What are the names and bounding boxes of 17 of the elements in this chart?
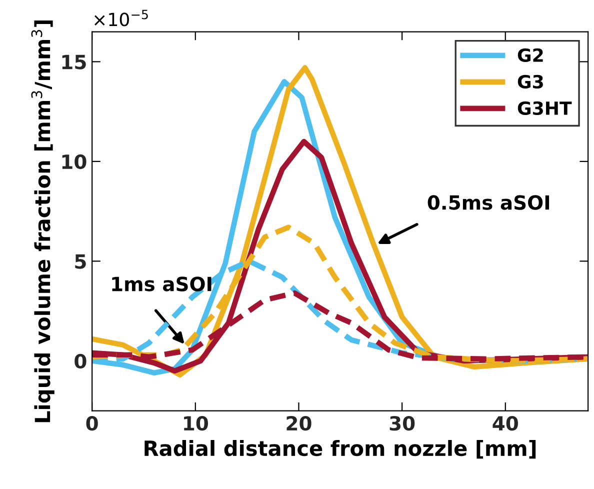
y-tick-label: 5 <box>75 254 86 269</box>
x-tick-label: 10 <box>184 416 208 431</box>
x-axis-title: Radial distance from nozzle [mm] <box>144 440 536 459</box>
y-axis-title: Liquid volume fraction [mm$^{3}$/mm$^{3}$] <box>31 20 54 422</box>
x-tick-label: 40 <box>492 416 518 431</box>
x-tick-label: 30 <box>390 416 415 431</box>
y-tick-label: 10 <box>62 154 86 170</box>
text: ×10$^{−5}$ <box>94 10 148 26</box>
legend-label: G2 <box>518 48 543 62</box>
x-tick-label: 0 <box>86 416 98 431</box>
y-tick-label: 0 <box>74 354 86 369</box>
annotation: 1ms aSOI <box>112 276 212 292</box>
legend-label: G3 <box>518 74 543 89</box>
legend-label: G3HT <box>518 101 572 116</box>
x-tick-label: 20 <box>286 416 312 431</box>
annotation: 0.5ms aSOI <box>428 195 550 210</box>
y-tick-label: 15 <box>62 54 86 70</box>
